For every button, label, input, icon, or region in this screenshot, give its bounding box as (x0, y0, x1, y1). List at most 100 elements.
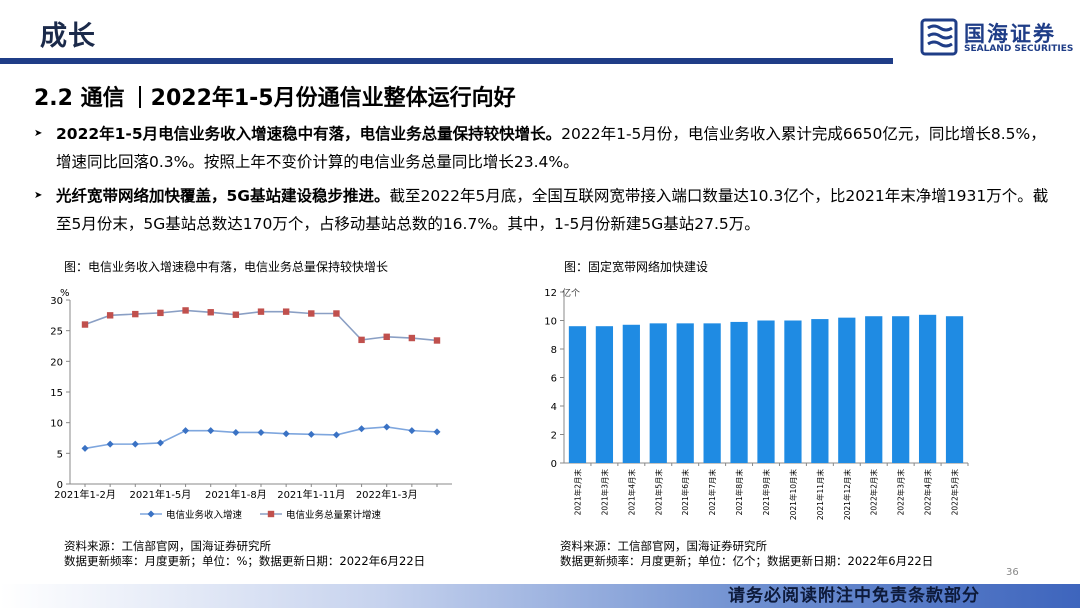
footer-bar (0, 584, 1080, 608)
data-point-volume (408, 334, 416, 342)
data-point-revenue (232, 428, 240, 436)
data-point-volume (282, 308, 290, 315)
x-tick-label: 2021年1-5月 (130, 488, 192, 501)
page-number: 36 (1006, 567, 1019, 578)
x-tick-label: 2021年3月末 (599, 469, 609, 516)
data-point-revenue (131, 440, 139, 448)
y-tick-label: 0 (551, 459, 557, 470)
header-divider-bar (0, 58, 893, 64)
data-point-revenue (358, 425, 366, 433)
bullet-point-2: ➤ 光纤宽带网络加快覆盖，5G基站建设稳步推进。截至2022年5月底，全国互联网… (34, 182, 1054, 238)
legend-marker (147, 510, 155, 518)
x-tick-label: 2021年6月末 (680, 469, 690, 516)
x-tick-label: 2021年5月末 (653, 469, 663, 516)
data-point-volume (182, 307, 189, 314)
y-unit-label: 亿个 (562, 287, 580, 299)
data-point-revenue (106, 440, 114, 448)
y-tick-label: 2 (551, 431, 557, 442)
x-tick-label: 2021年4月末 (626, 469, 636, 516)
bar (811, 319, 829, 463)
bar (892, 316, 910, 463)
bar (649, 323, 667, 463)
x-tick-label: 2021年9月末 (761, 469, 771, 516)
y-tick-label: 30 (50, 296, 63, 307)
y-tick-label: 5 (57, 449, 63, 460)
left-chart-caption: 图：电信业务收入增速稳中有落，电信业务总量保持较快增长 (64, 260, 389, 274)
data-point-revenue (332, 431, 340, 439)
data-point-volume (333, 310, 340, 317)
x-tick-label: 2022年4月末 (923, 469, 933, 516)
data-point-revenue (207, 427, 215, 435)
section-heading-text: 2022年1-5月份通信业整体运行向好 (150, 86, 516, 111)
data-point-revenue (282, 430, 290, 438)
x-tick-label: 2022年5月末 (950, 469, 960, 516)
section-number: 2.2 通信 (34, 86, 125, 111)
x-tick-label: 2021年10月末 (788, 469, 798, 521)
bar (757, 320, 775, 463)
y-tick-label: 12 (544, 288, 557, 299)
data-point-volume (383, 333, 390, 340)
logo-english-name: SEALAND SECURITIES (964, 44, 1074, 54)
heading-separator (138, 86, 141, 108)
bullet-point-1: ➤ 2022年1-5月电信业务收入增速稳中有落，电信业务总量保持较快增长。202… (34, 120, 1054, 176)
x-tick-label: 2022年1-3月 (356, 488, 418, 501)
data-point-volume (207, 309, 214, 316)
bar (676, 323, 694, 463)
data-point-revenue (81, 444, 89, 452)
x-tick-label: 2021年2月末 (572, 469, 582, 516)
right-chart-caption: 图：固定宽带网络加快建设 (564, 260, 709, 274)
data-point-volume (232, 311, 240, 318)
data-point-revenue (307, 430, 315, 438)
bar (568, 326, 587, 463)
left-chart-source: 资料来源：工信部官网，国海证券研究所 (64, 539, 271, 553)
y-unit-label: % (60, 288, 70, 299)
x-tick-label: 2021年12月末 (842, 469, 852, 521)
data-point-volume (257, 308, 265, 315)
data-point-volume (433, 337, 441, 344)
broadband-ports-bar-chart: 0 2 4 6 8 10 12 亿个 2021年2月末 2021年3月末 2021年4月末 2021年… (544, 287, 969, 521)
bullet-2-text: 截至2022年5月底，全国互联网宽带接入端口数量达10.3亿个，比2021年末净… (56, 187, 1049, 233)
data-point-volume (157, 309, 164, 317)
y-tick-label: 0 (57, 480, 63, 491)
x-tick-label: 2021年7月末 (707, 469, 717, 516)
data-point-revenue (433, 428, 441, 436)
y-tick-label: 25 (50, 327, 63, 338)
data-point-revenue (383, 423, 391, 431)
right-chart-update-info: 数据更新频率：月度更新；单位：亿个；数据更新日期：2022年6月22日 (560, 554, 934, 568)
footer-disclaimer: 请务必阅读附注中免责条款部分 (728, 586, 980, 606)
legend-entry-1: 电信业务收入增速 (166, 509, 243, 521)
data-point-revenue (156, 439, 164, 447)
x-tick-label: 2021年1-11月 (277, 488, 345, 501)
y-tick-label: 20 (50, 357, 63, 368)
y-tick-label: 10 (50, 419, 63, 430)
y-tick-label: 4 (551, 402, 557, 413)
sealand-logo-icon (920, 18, 958, 56)
bar (838, 317, 856, 463)
y-tick-label: 15 (50, 388, 63, 399)
company-logo: 国海证券 SEALAND SECURITIES (920, 18, 1074, 56)
bar (703, 323, 721, 463)
data-point-revenue (182, 427, 190, 435)
bar (622, 324, 640, 463)
bullet-arrow-icon: ➤ (34, 190, 43, 201)
x-tick-label: 2021年1-2月 (54, 488, 116, 501)
bar (784, 320, 802, 463)
right-chart-source: 资料来源：工信部官网，国海证券研究所 (560, 539, 767, 553)
y-tick-label: 6 (551, 374, 557, 385)
data-point-volume (358, 336, 365, 344)
legend-marker (267, 510, 275, 518)
x-tick-label: 2022年2月末 (869, 469, 879, 516)
x-tick-label: 2022年3月末 (896, 469, 906, 516)
page-title: 成长 (40, 21, 96, 52)
data-point-revenue (408, 427, 416, 435)
data-point-volume (106, 312, 114, 319)
section-heading: 2.2 通信 2022年1-5月份通信业整体运行向好 (34, 80, 516, 112)
bullet-1-text: 2022年1-5月份，电信业务收入累计完成6650亿元，同比增长8.5%，增速同… (56, 125, 1046, 171)
data-point-volume (81, 321, 89, 328)
bar (595, 326, 614, 463)
bullet-arrow-icon: ➤ (34, 128, 43, 139)
x-tick-label: 2021年11月末 (815, 469, 825, 521)
x-tick-label: 2021年1-8月 (205, 488, 267, 501)
y-tick-label: 10 (544, 317, 557, 328)
bullet-1-bold: 2022年1-5月电信业务收入增速稳中有落，电信业务总量保持较快增长。 (56, 125, 562, 143)
